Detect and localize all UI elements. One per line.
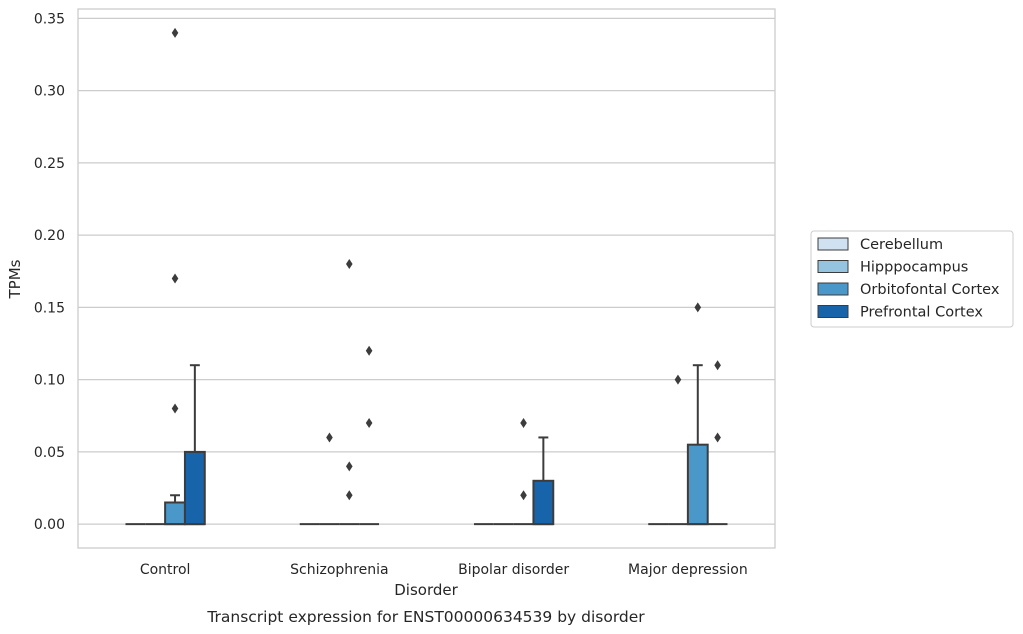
box-prefrontal-cortex xyxy=(707,360,728,526)
legend-label: Hipppocampus xyxy=(860,260,968,276)
box-hipppocampus xyxy=(319,432,340,526)
x-tick-labels: Control Schizophrenia Bipolar disorder Majo… xyxy=(140,562,748,578)
box xyxy=(183,450,206,526)
x-tick-label: Schizophrenia xyxy=(290,562,388,578)
box-hipppocampus xyxy=(668,374,688,526)
outlier-point xyxy=(520,418,527,429)
outlier-point xyxy=(171,273,179,284)
legend-label: Cerebellum xyxy=(860,237,943,253)
x-tick-label: Bipolar disorder xyxy=(458,562,569,578)
y-tick-label: 0.20 xyxy=(34,228,65,244)
box-orbitofontal-cortex xyxy=(513,418,534,526)
outlier-point xyxy=(520,490,527,501)
outlier-point xyxy=(694,302,702,313)
outlier-point xyxy=(714,432,721,443)
box xyxy=(686,443,709,526)
box-plots xyxy=(125,27,728,526)
outlier-point xyxy=(714,360,721,371)
legend-swatch xyxy=(817,260,849,273)
outlier-point xyxy=(326,432,333,443)
legend-label: Orbitofontal Cortex xyxy=(860,282,1000,298)
y-tick-label: 0.35 xyxy=(34,11,65,27)
outlier-point xyxy=(365,345,373,356)
outlier-point xyxy=(365,418,373,429)
box-orbitofontal-cortex xyxy=(164,27,186,526)
box-prefrontal-cortex xyxy=(359,345,380,526)
outlier-point xyxy=(345,461,353,472)
legend-frame xyxy=(810,230,1014,328)
legend-swatch xyxy=(817,282,849,296)
x-tick-label: Major depression xyxy=(628,562,748,578)
y-tick-label: 0.10 xyxy=(34,373,65,389)
y-axis-title: TPMs xyxy=(6,259,24,299)
legend: Cerebellum Hipppocampus Orbitofontal Corte… xyxy=(810,230,1014,328)
gridlines xyxy=(78,17,775,525)
y-tick-label: 0.05 xyxy=(34,445,65,461)
box xyxy=(532,479,555,526)
y-tick-label: 0.00 xyxy=(34,517,65,533)
box-orbitofontal-cortex xyxy=(339,259,360,526)
y-tick-label: 0.30 xyxy=(34,84,65,100)
legend-label: Prefrontal Cortex xyxy=(860,305,983,321)
plot-frame xyxy=(77,8,776,549)
y-tick-labels: 0.00 0.05 0.10 0.15 0.20 0.25 0.30 0.35 xyxy=(34,11,65,533)
box-prefrontal-cortex xyxy=(183,364,206,526)
y-tick-label: 0.15 xyxy=(34,300,65,316)
outlier-point xyxy=(345,490,353,501)
box-prefrontal-cortex xyxy=(532,436,555,526)
box-orbitofontal-cortex xyxy=(686,302,709,526)
chart-caption: Transcript expression for ENST0000063453… xyxy=(206,608,645,626)
outlier-point xyxy=(345,259,353,270)
legend-swatch xyxy=(817,305,849,318)
outlier-point xyxy=(171,27,179,38)
x-axis-title: Disorder xyxy=(394,581,458,599)
y-tick-label: 0.25 xyxy=(34,156,65,172)
legend-swatch xyxy=(817,237,849,251)
x-tick-label: Control xyxy=(140,562,191,578)
outlier-point xyxy=(674,374,682,385)
box xyxy=(164,501,186,526)
outlier-point xyxy=(171,403,179,414)
